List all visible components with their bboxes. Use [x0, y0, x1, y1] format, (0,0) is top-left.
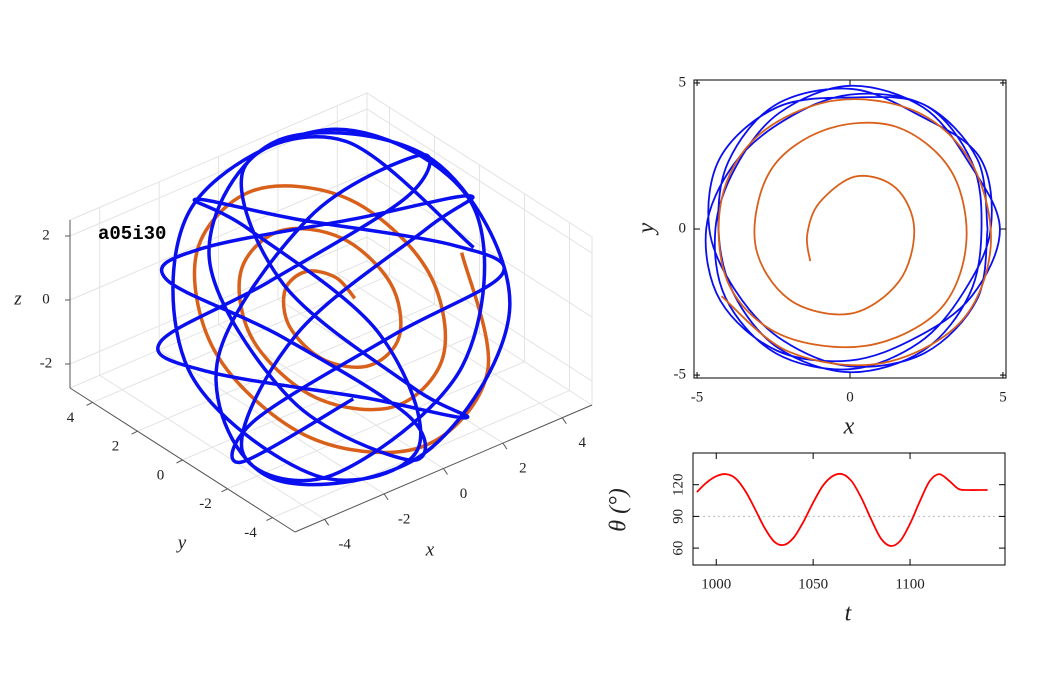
x-tick [443, 468, 448, 475]
y-tick [131, 430, 138, 435]
y-tick-label: -4 [244, 525, 257, 541]
grid-line [69, 236, 368, 365]
x-axis-label: t [845, 601, 853, 627]
z-axis-label: z [13, 288, 22, 309]
orbit-line [156, 127, 512, 487]
z-tick-label: -2 [40, 355, 53, 371]
x-axis-label: x [843, 414, 855, 440]
y-tick [86, 401, 93, 406]
plot-frame [693, 79, 1007, 379]
x-tick-label: 5 [999, 389, 1007, 405]
y-tick-label: 4 [67, 410, 75, 426]
x-tick-label: 2 [519, 461, 527, 477]
y-axis-label: θ (°) [606, 488, 632, 531]
x-tick [502, 442, 508, 450]
y-tick-label: 120 [670, 473, 686, 496]
y-tick-label: 5 [679, 74, 687, 90]
x-tick [324, 519, 330, 526]
x-tick-label: 4 [579, 435, 587, 451]
x-axis-label: x [425, 539, 435, 560]
x-tick-label: -4 [338, 537, 351, 553]
x-tick-label: 1000 [701, 576, 731, 592]
x-tick-label: 1050 [798, 576, 828, 592]
y-tick [221, 488, 228, 493]
z-tick-label: 2 [42, 227, 50, 243]
grid-line [137, 303, 435, 432]
annotation: a05i30 [98, 223, 166, 245]
plot-frame [692, 452, 1006, 566]
x-tick [561, 417, 567, 424]
grid-line [366, 108, 593, 254]
y-axis-label: y [634, 222, 660, 235]
data-line [696, 472, 988, 547]
y-tick-label: 60 [670, 541, 686, 556]
y-tick-label: 0 [157, 467, 165, 483]
x-tick-label: 0 [846, 389, 854, 405]
y-tick-label: -5 [674, 367, 687, 383]
x-tick-label: 0 [460, 486, 468, 502]
z-tick-label: 0 [42, 291, 50, 307]
x-tick-label: -2 [398, 511, 411, 527]
y-tick-label: -2 [199, 496, 212, 512]
data-line [717, 98, 992, 367]
y-tick-label: 0 [679, 220, 687, 236]
y-tick-label: 2 [112, 439, 120, 455]
x-tick-label: 1100 [895, 576, 924, 592]
grid-line [227, 361, 525, 490]
grid-line [69, 172, 368, 301]
x-tick-label: -5 [691, 389, 704, 405]
y-tick [176, 459, 183, 464]
x-tick [383, 493, 389, 501]
y-tick-label: 90 [670, 509, 686, 524]
y-axis-label: y [176, 532, 187, 553]
data-line [704, 84, 1001, 374]
y-tick [266, 517, 273, 522]
